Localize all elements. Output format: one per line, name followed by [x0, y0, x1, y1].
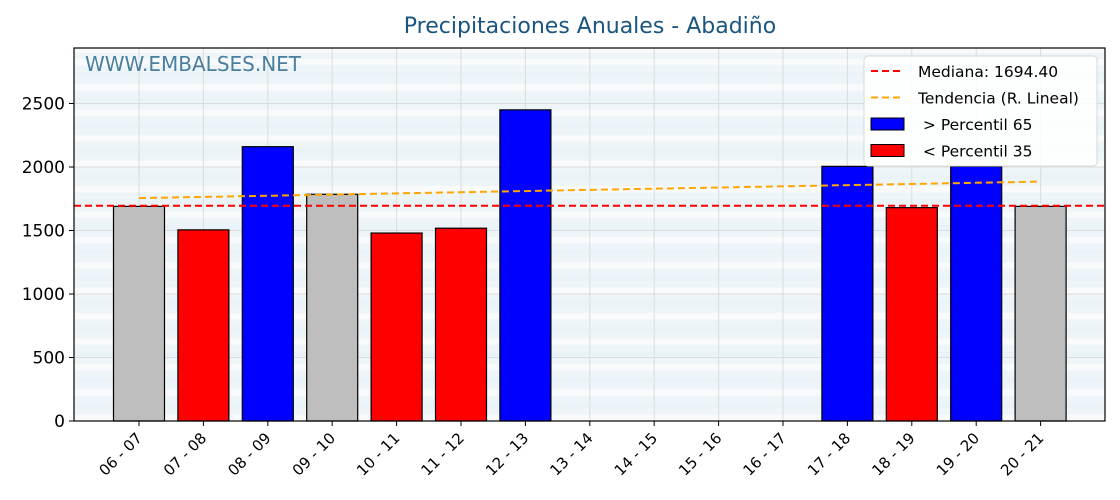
x-axis: 06 - 07 07 - 08 08 - 09 09 - 10 10 - 11 11 - …	[96, 421, 1047, 479]
x-tick-label: 11 - 12	[418, 429, 468, 479]
bar-07-08	[177, 229, 230, 422]
trend-line	[138, 180, 1041, 200]
bar-17-18	[821, 165, 874, 422]
y-tick-label: 500	[33, 349, 65, 369]
x-tick-label: 19 - 20	[933, 429, 983, 479]
x-tick-label: 16 - 17	[740, 429, 790, 479]
legend-label: Mediana: 1694.40	[918, 63, 1058, 81]
bar-20-21	[1014, 205, 1067, 422]
watermark: WWW.EMBALSES.NET	[85, 52, 302, 76]
x-tick-label: 12 - 13	[482, 429, 532, 479]
bar-08-09	[241, 146, 294, 422]
bar-18-19	[885, 207, 938, 422]
legend-label: < Percentil 35	[918, 143, 1032, 161]
x-tick-label: 20 - 21	[997, 429, 1047, 479]
y-axis: 0 500 1000 1500 2000 2500	[22, 95, 74, 432]
x-tick-label: 14 - 15	[611, 429, 661, 479]
bar-12-13	[499, 109, 552, 422]
bar-19-20	[950, 165, 1003, 422]
y-tick-label: 1500	[22, 222, 65, 242]
x-tick-label: 07 - 08	[160, 429, 210, 479]
bar-09-10	[306, 193, 359, 422]
bar-06-07	[112, 205, 166, 422]
bar-10-11	[370, 232, 423, 422]
chart-title: Precipitaciones Anuales - Abadiño	[404, 14, 776, 39]
x-tick-label: 17 - 18	[804, 429, 854, 479]
y-tick-label: 1000	[22, 285, 65, 305]
x-tick-label: 08 - 09	[224, 429, 274, 479]
legend-label: > Percentil 65	[918, 116, 1032, 134]
x-tick-label: 09 - 10	[289, 429, 339, 479]
bar-11-12	[434, 227, 488, 422]
x-tick-label: 13 - 14	[546, 429, 596, 479]
legend: Mediana: 1694.40 Tendencia (R. Lineal) > …	[863, 55, 1098, 167]
y-tick-label: 2500	[22, 95, 65, 115]
y-tick-label: 2000	[22, 158, 65, 178]
y-tick-label: 0	[54, 412, 65, 432]
x-tick-label: 15 - 16	[675, 429, 725, 479]
x-tick-label: 10 - 11	[353, 429, 403, 479]
x-tick-label: 06 - 07	[96, 429, 146, 479]
x-tick-label: 18 - 19	[868, 429, 918, 479]
legend-label: Tendencia (R. Lineal)	[917, 90, 1079, 108]
